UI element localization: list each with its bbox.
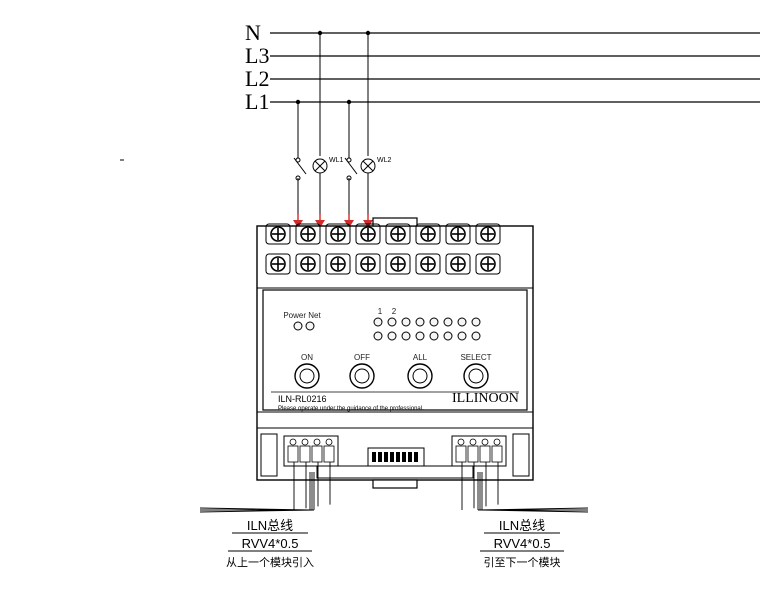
bus-direction-label: 从上一个模块引入 bbox=[226, 555, 314, 569]
phase-label: L3 bbox=[245, 43, 269, 68]
model-label: ILN-RL0216 bbox=[278, 394, 327, 404]
button-label: OFF bbox=[354, 353, 370, 362]
channel-led bbox=[444, 332, 452, 340]
button-label: SELECT bbox=[460, 353, 491, 362]
channel-led bbox=[402, 332, 410, 340]
disclaimer-text: Please operate under the guidance of the… bbox=[278, 406, 424, 412]
cable-label: RVV4*0.5 bbox=[494, 536, 551, 551]
bus-label: ILN总线 bbox=[247, 518, 293, 533]
brand-label: ILLINOON bbox=[452, 391, 519, 406]
channel-led bbox=[430, 318, 438, 326]
lamp-label: WL1 bbox=[329, 157, 344, 164]
channel-led bbox=[374, 318, 382, 326]
phase-label: L2 bbox=[245, 66, 269, 91]
phase-label: N bbox=[245, 20, 261, 45]
phase-label: L1 bbox=[245, 89, 269, 114]
button-label: ALL bbox=[413, 353, 428, 362]
channel-led bbox=[402, 318, 410, 326]
channel-led bbox=[388, 332, 396, 340]
channel-number: 1 bbox=[378, 307, 383, 316]
lamp-label: WL2 bbox=[377, 157, 392, 164]
channel-led bbox=[374, 332, 382, 340]
channel-number: 2 bbox=[392, 307, 397, 316]
status-led bbox=[306, 322, 314, 330]
channel-led bbox=[458, 318, 466, 326]
bus-direction-label: 引至下一个模块 bbox=[484, 555, 561, 569]
channel-led bbox=[416, 318, 424, 326]
channel-led bbox=[472, 332, 480, 340]
channel-led bbox=[430, 332, 438, 340]
channel-led bbox=[416, 332, 424, 340]
channel-led bbox=[444, 318, 452, 326]
channel-led bbox=[458, 332, 466, 340]
bus-label: ILN总线 bbox=[499, 518, 545, 533]
power-net-label: Power Net bbox=[283, 311, 321, 320]
channel-led bbox=[472, 318, 480, 326]
cable-label: RVV4*0.5 bbox=[242, 536, 299, 551]
channel-led bbox=[388, 318, 396, 326]
button-label: ON bbox=[301, 353, 313, 362]
status-led bbox=[294, 322, 302, 330]
